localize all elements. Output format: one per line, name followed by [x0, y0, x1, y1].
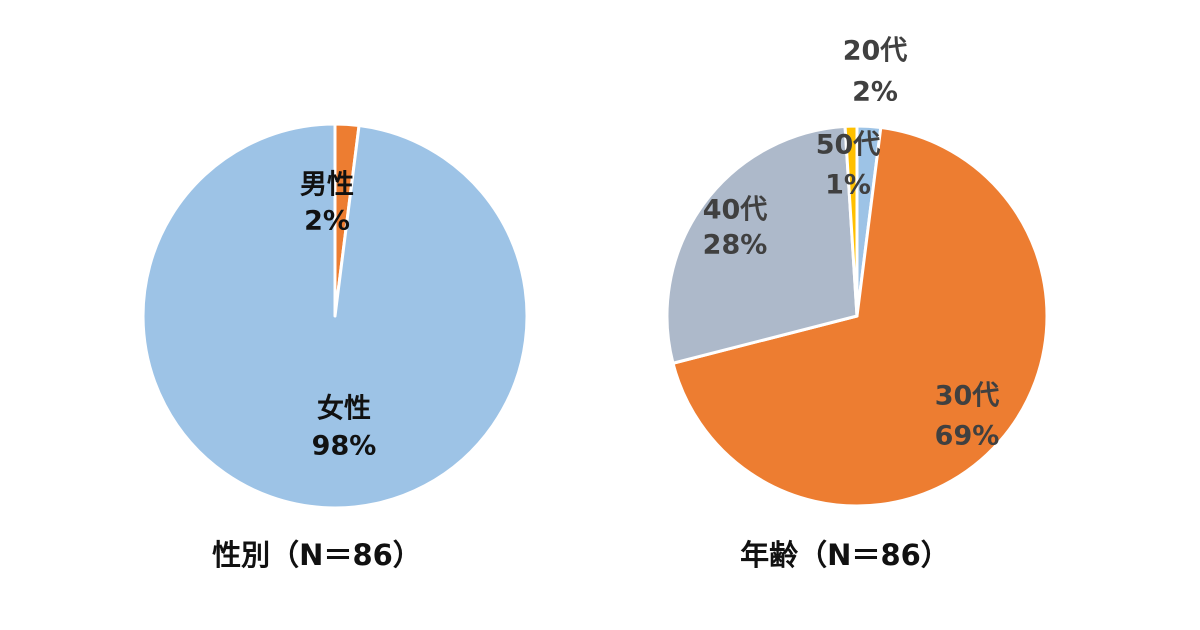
- age-slice-percent-label-3: 1%: [825, 170, 871, 201]
- age-slice-percent-label-2: 28%: [703, 230, 768, 261]
- gender-pie-chart: 男性 2% 女性 98%: [141, 122, 529, 510]
- age-pie-slice-2: [665, 124, 859, 365]
- gender-slice-percent-label-1: 98%: [312, 431, 377, 462]
- gender-slice-percent-label-0: 2%: [304, 206, 350, 237]
- age-chart-title: 年齢（N＝86）: [740, 538, 950, 572]
- age-pie-chart: 20代 2% 30代 69% 40代 28% 50代 1%: [665, 36, 1049, 508]
- age-pie-slice-3: [843, 124, 859, 318]
- age-slice-category-label-1: 30代: [935, 381, 1000, 412]
- age-slice-category-label-2: 40代: [703, 195, 768, 226]
- age-slice-percent-label-0: 2%: [852, 77, 898, 108]
- gender-slice-category-label-1: 女性: [317, 393, 371, 425]
- gender-pie-slice-1: [141, 122, 529, 510]
- age-pie-slice-1: [671, 126, 1049, 508]
- age-slice-percent-label-1: 69%: [935, 421, 1000, 452]
- gender-slice-category-label-0: 男性: [300, 170, 354, 201]
- age-slice-category-label-0: 20代: [843, 36, 908, 67]
- gender-chart-title: 性別（N＝86）: [212, 538, 422, 572]
- age-slice-category-label-3: 50代: [816, 130, 881, 161]
